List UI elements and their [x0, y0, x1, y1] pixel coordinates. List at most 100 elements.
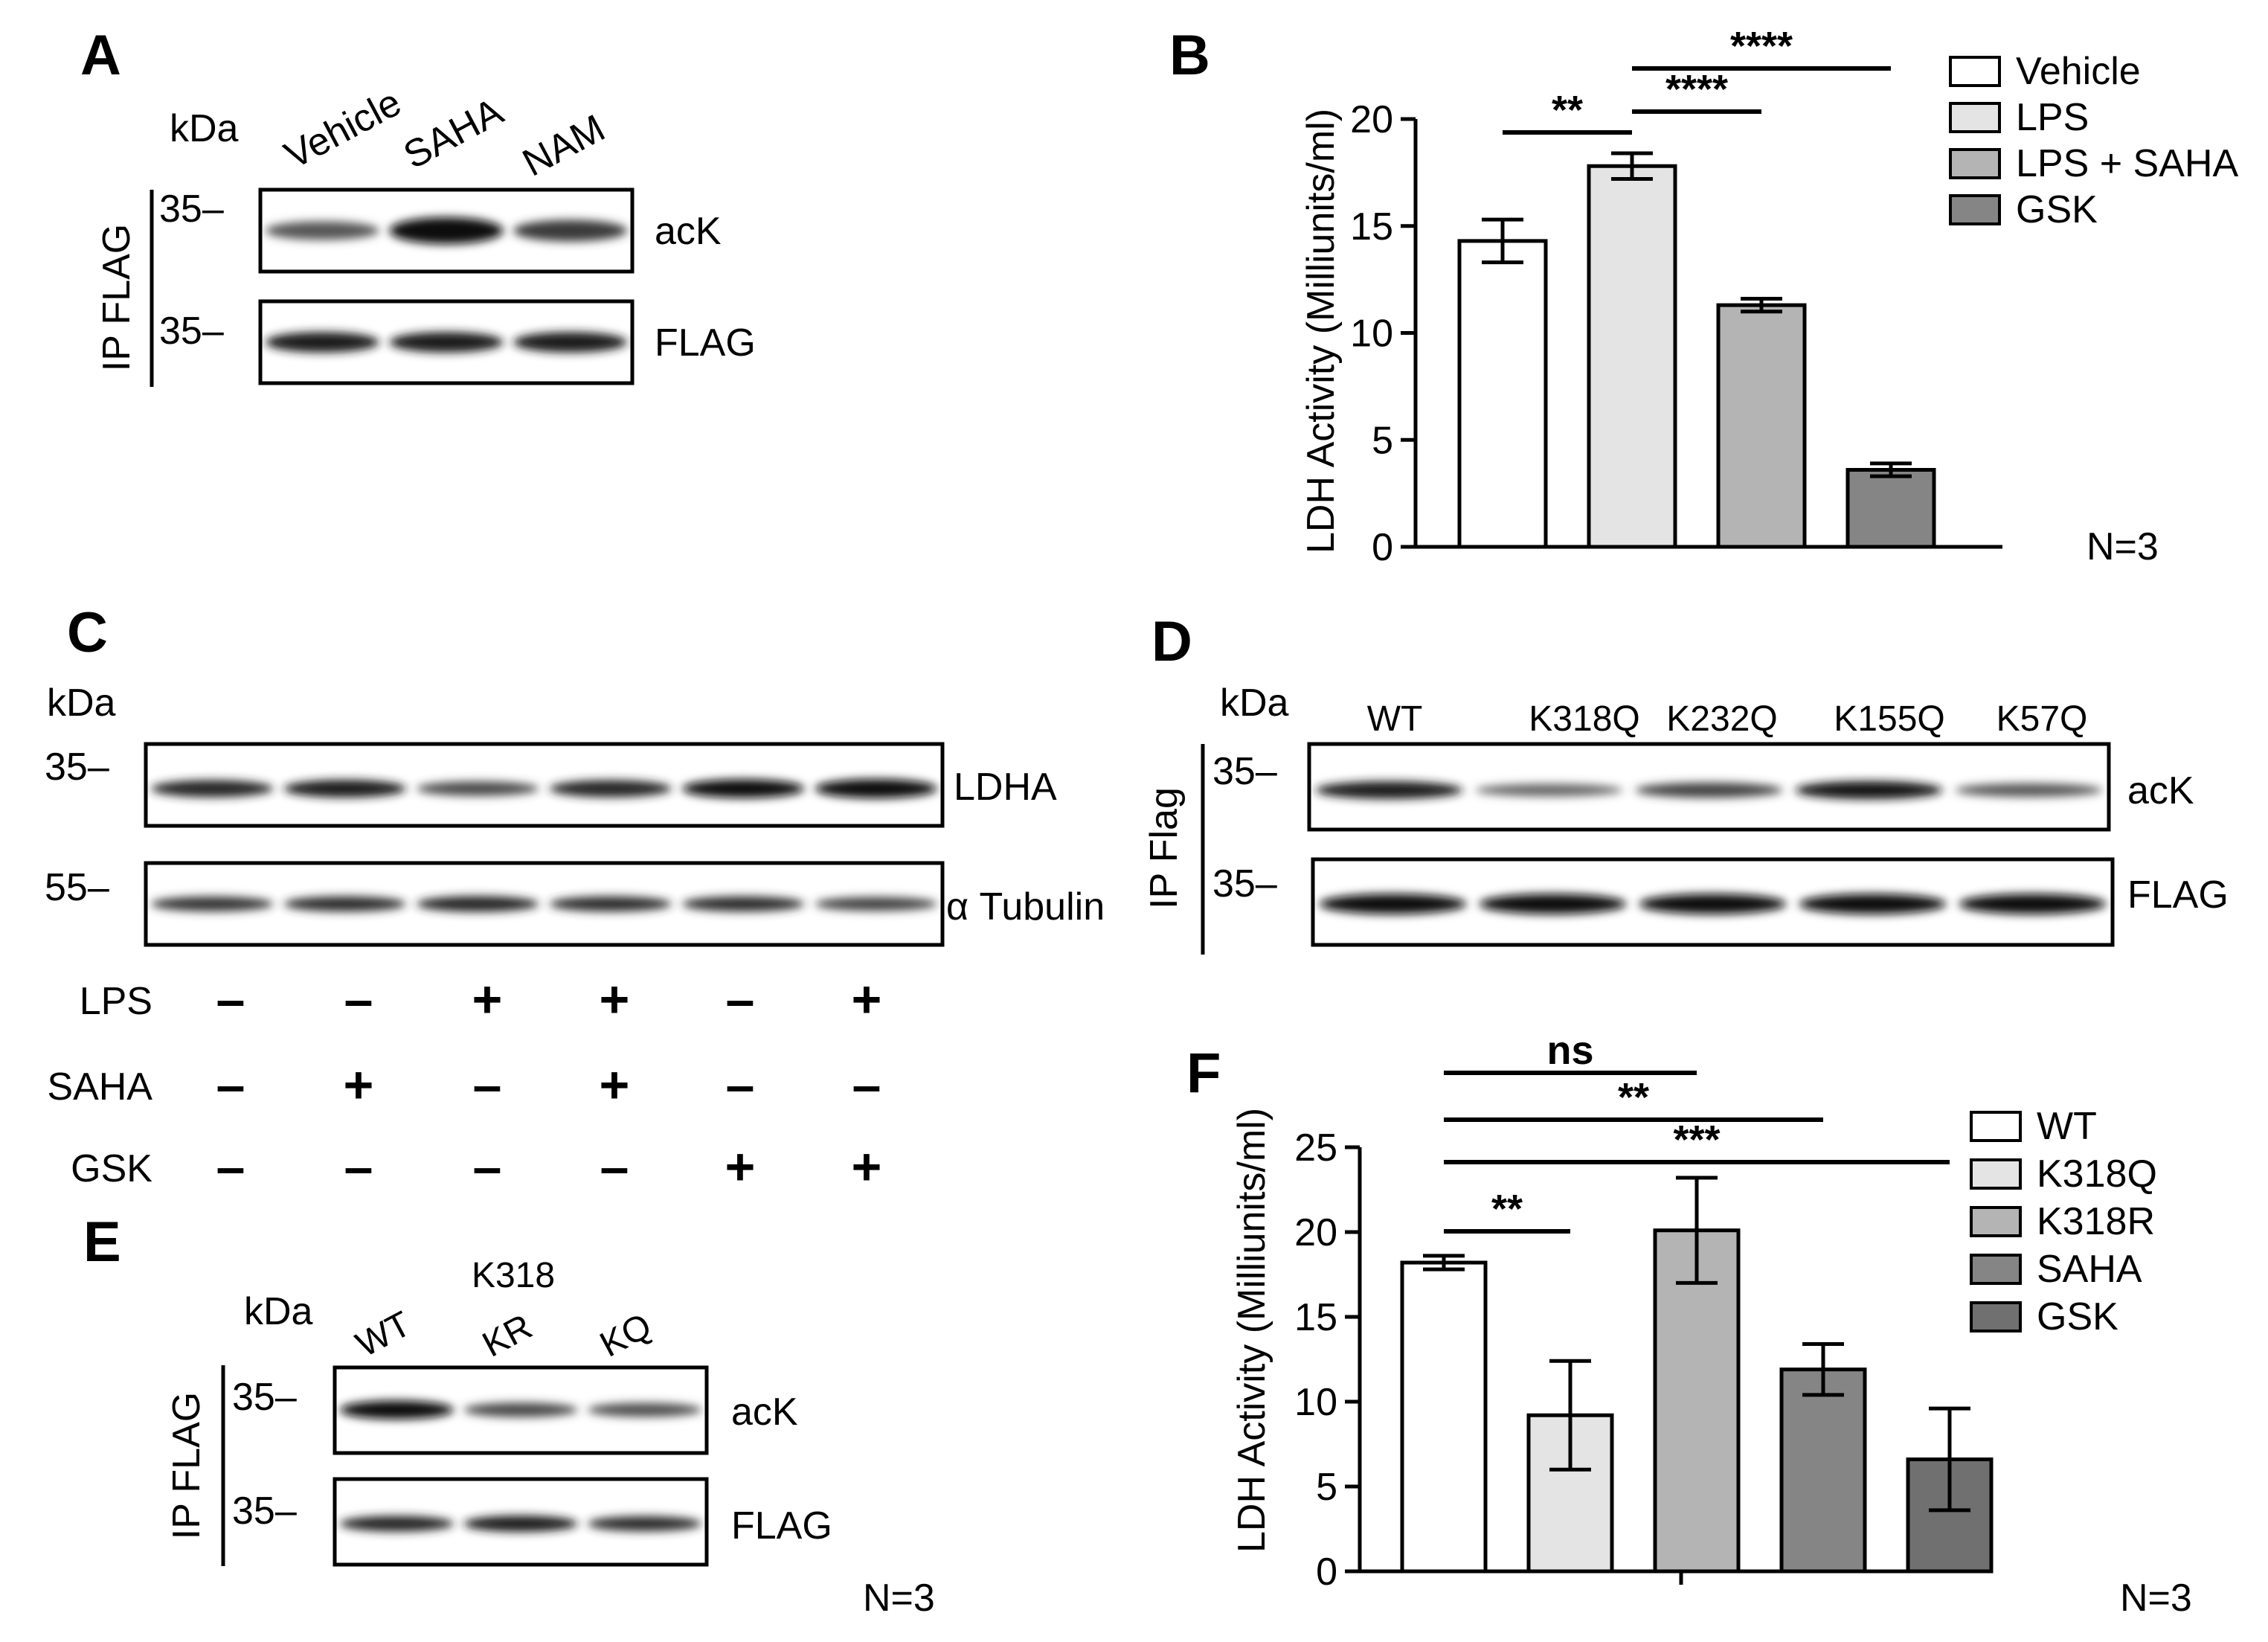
- condition-name: GSK: [71, 1147, 152, 1190]
- lane-label: WT: [1367, 699, 1423, 739]
- blot-band: [151, 780, 274, 798]
- condition-sign: +: [852, 970, 882, 1028]
- marker-35: 35–: [45, 745, 109, 789]
- lane-label-nam: NAM: [515, 106, 611, 185]
- y-tick-label: 0: [1316, 1550, 1337, 1594]
- legend-swatch: [1949, 56, 2001, 87]
- legend-label: SAHA: [2037, 1248, 2142, 1291]
- marker-35: 35–: [1212, 862, 1277, 905]
- legend-swatch: [1949, 194, 2001, 225]
- lane-label-kq: KQ: [594, 1306, 658, 1364]
- lane-label-kr: KR: [476, 1307, 539, 1365]
- condition-sign: –: [344, 970, 373, 1028]
- panel-label-a: A: [80, 24, 121, 87]
- lane-labels: WT K318Q K232Q K155Q K57Q: [1367, 699, 2088, 739]
- kda-label: kDa: [244, 1290, 313, 1333]
- blot-band: [389, 332, 504, 353]
- panel-label-c: C: [67, 601, 108, 664]
- kda-label: kDa: [1220, 682, 1289, 725]
- y-axis-label: LDH Activity (Milliunits/ml): [1230, 1108, 1273, 1553]
- panel-label-b: B: [1169, 24, 1210, 87]
- blot-tubulin: [144, 861, 945, 947]
- bar: [1587, 164, 1677, 549]
- kda-label: kDa: [170, 107, 239, 150]
- blot-band: [1959, 894, 2107, 914]
- sig-label: **: [1552, 88, 1583, 132]
- panel-a: A kDa Vehicle SAHA NAM IP FLAG 35– 35– a…: [80, 24, 756, 387]
- blot-band: [463, 1402, 578, 1417]
- legend-label: LPS + SAHA: [2016, 142, 2238, 185]
- panel-label-f: F: [1186, 1042, 1221, 1105]
- lane-label-wt: WT: [350, 1304, 417, 1365]
- legend-label: Vehicle: [2016, 50, 2141, 93]
- blot-band: [417, 896, 539, 912]
- condition-name: LPS: [80, 980, 152, 1023]
- group-label-k318: K318: [472, 1256, 555, 1295]
- legend-label: WT: [2037, 1105, 2097, 1148]
- marker-55: 55–: [45, 866, 109, 909]
- condition-sign: –: [726, 970, 755, 1028]
- bands-ldha: [151, 779, 937, 798]
- bands-tubulin: [151, 896, 937, 912]
- bar: [1845, 468, 1936, 549]
- lane-label-vehicle: Vehicle: [277, 81, 408, 178]
- ip-label: IP FLAG: [95, 224, 138, 371]
- blot-label-ldha: LDHA: [954, 766, 1057, 809]
- blot-band: [815, 897, 937, 911]
- lane-label: K318Q: [1529, 699, 1639, 739]
- legend-swatch: [1970, 1301, 2022, 1332]
- lane-label: K57Q: [1996, 699, 2088, 739]
- marker-35: 35–: [1212, 750, 1277, 793]
- condition-sign: –: [600, 1138, 629, 1196]
- blot-band: [265, 221, 379, 240]
- blot-ldha: [144, 742, 945, 828]
- bands-flag: [265, 332, 628, 353]
- condition-sign: –: [473, 1138, 502, 1196]
- blot-band: [1955, 783, 2103, 798]
- bars: [1457, 151, 1936, 549]
- blot-label-ack: acK: [2127, 769, 2194, 812]
- condition-sign: +: [725, 1138, 756, 1196]
- ip-label: IP FLAG: [165, 1392, 208, 1539]
- significance-brackets: ** ********: [1503, 24, 1891, 135]
- condition-sign: +: [344, 1056, 374, 1114]
- condition-table: LPS – – + + – + SAHA – + – + – – GSK – – – – + +: [47, 970, 881, 1196]
- sig-label: ****: [1730, 24, 1793, 68]
- blot-band: [815, 779, 937, 798]
- y-tick-label: 10: [1294, 1381, 1337, 1424]
- y-tick-label: 25: [1294, 1126, 1337, 1170]
- panel-c: C kDa 35– 55– LDHA α Tubulin LPS – – + + – + SA…: [45, 601, 1105, 1196]
- blot-band: [1795, 780, 1943, 800]
- bar: [1716, 303, 1807, 549]
- panel-label-e: E: [83, 1210, 121, 1274]
- blot-band: [151, 896, 274, 912]
- y-tick-label: 5: [1316, 1466, 1337, 1509]
- condition-sign: –: [216, 970, 245, 1028]
- condition-sign: +: [600, 1056, 630, 1114]
- blot-band: [682, 896, 805, 912]
- blot-label-flag: FLAG: [655, 321, 756, 365]
- panel-e: E kDa K318 WT KR KQ IP FLAG 35– 35– acK …: [83, 1210, 935, 1620]
- marker-35: 35–: [159, 310, 224, 353]
- legend-label: K318Q: [2037, 1152, 2157, 1196]
- blot-band: [1475, 783, 1623, 797]
- condition-sign: –: [216, 1138, 245, 1196]
- condition-name: SAHA: [47, 1065, 152, 1109]
- panel-d: D kDa WT K318Q K232Q K155Q K57Q IP Flag 35– …: [1143, 610, 2229, 955]
- bands-flag: [1319, 894, 2107, 914]
- legend-label: K318R: [2037, 1200, 2155, 1243]
- y-tick-label: 15: [1294, 1296, 1337, 1339]
- marker-35: 35–: [232, 1489, 297, 1533]
- blot-label-ack: acK: [731, 1391, 798, 1434]
- y-tick-label: 10: [1350, 312, 1393, 356]
- blot-band: [283, 896, 406, 912]
- legend-swatch: [1949, 148, 2001, 179]
- n-label: N=3: [2120, 1577, 2192, 1620]
- blot-band: [339, 1400, 454, 1420]
- blot-band: [283, 780, 406, 798]
- condition-sign: –: [473, 1056, 502, 1114]
- bars: [1400, 1176, 1994, 1574]
- significance-brackets: **ns*****: [1444, 1028, 1950, 1234]
